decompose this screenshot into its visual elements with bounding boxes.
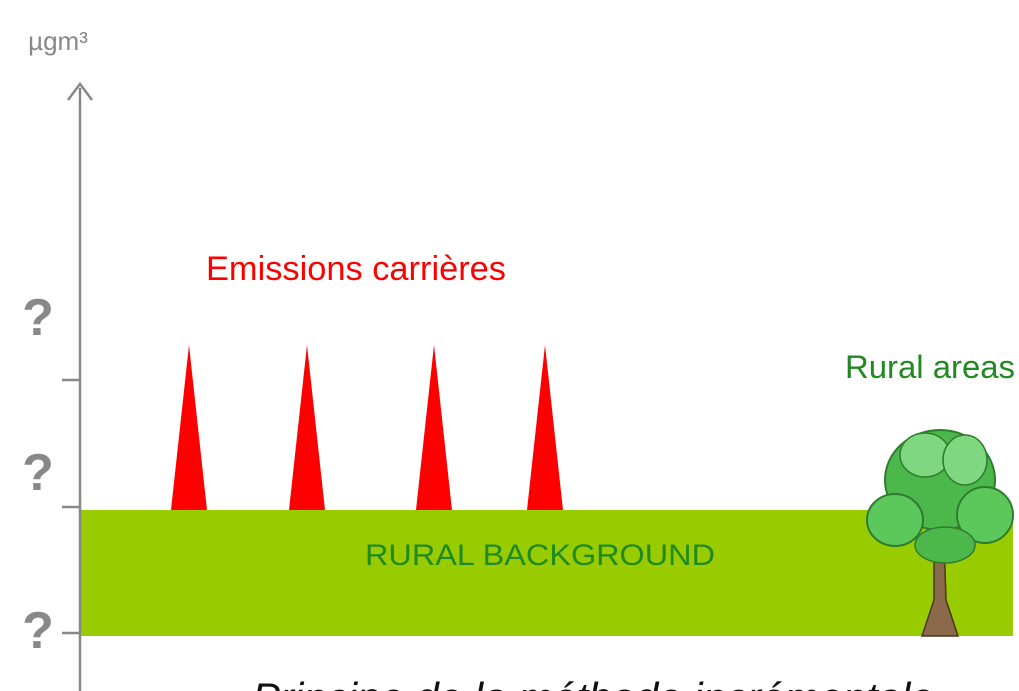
emission-peak [527,345,563,510]
level-mark: ? [22,444,54,502]
emission-peak [416,345,452,510]
caption: Principe de la méthode incrémentale [252,674,934,691]
rural-areas-label: Rural areas [845,349,1015,385]
emission-peak [289,345,325,510]
axis-unit: µgm³ [28,26,88,56]
tree [866,429,1014,637]
background-band [80,510,1013,636]
background-label: RURAL BACKGROUND [365,539,715,572]
level-mark: ? [22,602,54,660]
emission-peak [171,345,207,510]
level-mark: ? [22,289,54,347]
emissions-label: Emissions carrières [206,250,506,288]
axis-arrow [67,81,93,101]
